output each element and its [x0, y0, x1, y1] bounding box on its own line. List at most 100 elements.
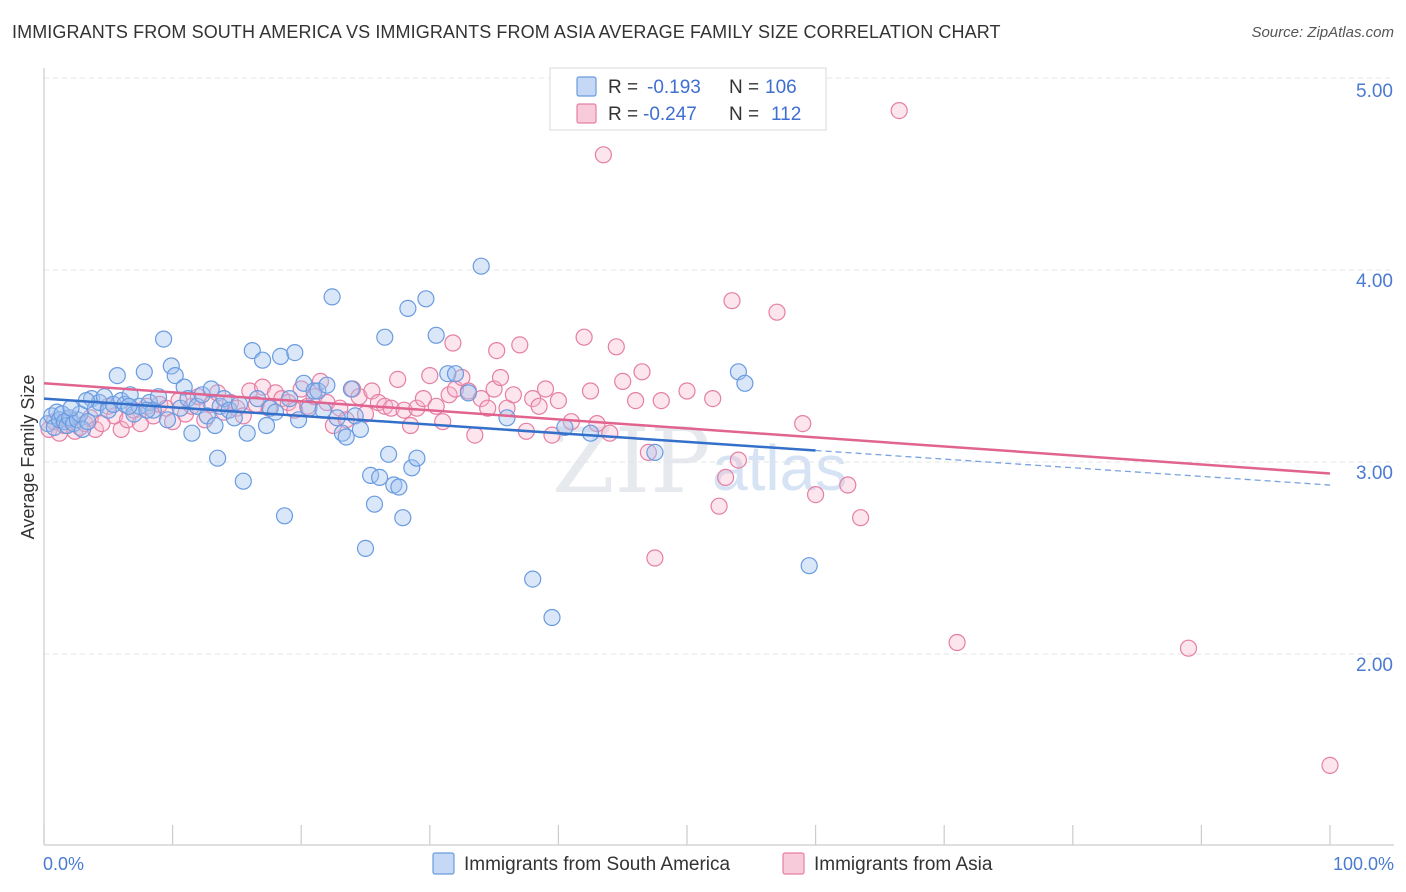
point-asia: [549, 392, 568, 410]
point-asia: [530, 397, 548, 415]
point-asia: [646, 549, 664, 567]
point-south-america: [376, 328, 394, 346]
point-south-america: [79, 413, 97, 431]
x-tick-label-max: 100.0%: [1333, 854, 1394, 874]
point-asia: [594, 146, 613, 164]
point-south-america: [158, 411, 177, 429]
point-asia: [414, 390, 432, 408]
point-asia: [678, 382, 696, 400]
point-south-america: [800, 557, 818, 575]
point-south-america: [202, 380, 220, 398]
point-south-america: [581, 424, 600, 442]
point-asia: [851, 509, 870, 527]
point-asia: [948, 633, 966, 652]
trend-line-asia: [43, 382, 1331, 475]
point-south-america: [417, 290, 435, 308]
point-asia: [729, 451, 748, 469]
point-asia: [440, 386, 458, 404]
point-asia: [768, 303, 786, 321]
point-south-america: [399, 299, 417, 317]
point-south-america: [318, 376, 336, 394]
point-asia: [112, 420, 130, 438]
point-asia: [614, 372, 632, 390]
point-asia: [652, 392, 670, 410]
stats-n-label-1: N =: [729, 77, 759, 98]
point-south-america: [543, 608, 561, 627]
point-asia: [839, 476, 857, 494]
point-south-america: [380, 445, 398, 463]
point-south-america: [394, 509, 412, 527]
point-south-america: [234, 472, 252, 490]
y-tick-label: 2.00: [1356, 655, 1393, 676]
point-south-america: [472, 257, 490, 275]
point-south-america: [646, 443, 664, 461]
point-south-america: [403, 459, 421, 477]
stats-swatch-south-america: [576, 76, 597, 97]
point-asia: [1179, 639, 1198, 657]
point-south-america: [266, 403, 285, 421]
point-south-america: [257, 416, 276, 435]
point-south-america: [351, 420, 369, 438]
point-asia: [488, 342, 506, 360]
y-axis-label: Average Family Size: [18, 375, 38, 540]
point-asia: [536, 380, 555, 398]
point-asia: [723, 292, 741, 310]
point-asia: [504, 386, 523, 404]
point-asia: [890, 101, 908, 120]
point-south-america: [309, 382, 327, 400]
stats-swatch-asia: [576, 103, 597, 124]
point-asia: [639, 443, 658, 461]
point-south-america: [166, 367, 184, 385]
point-asia: [1321, 756, 1339, 775]
stats-r-label-1: R =: [608, 77, 638, 98]
point-south-america: [446, 365, 465, 383]
x-axis-ticks: [43, 825, 1331, 845]
point-asia: [633, 363, 651, 381]
point-south-america: [342, 380, 360, 398]
point-asia: [607, 338, 625, 356]
point-south-america: [390, 478, 408, 496]
point-south-america: [155, 330, 173, 348]
point-asia: [444, 334, 462, 352]
point-south-america: [238, 424, 256, 442]
point-south-america: [337, 428, 355, 446]
point-south-america: [498, 409, 516, 427]
point-asia: [466, 426, 484, 444]
x-tick-label-min: 0.0%: [43, 854, 84, 874]
point-south-america: [281, 390, 299, 408]
point-asia: [491, 368, 510, 387]
point-asia: [511, 336, 529, 354]
point-asia: [543, 426, 561, 444]
point-south-america: [459, 384, 477, 402]
stats-r-label-2: R =: [608, 104, 638, 125]
point-south-america: [323, 288, 341, 306]
point-asia: [581, 382, 600, 400]
point-south-america: [272, 347, 290, 365]
point-asia: [626, 392, 645, 410]
point-south-america: [736, 374, 754, 392]
point-asia: [401, 416, 420, 435]
stats-r-value-1: -0.193: [647, 77, 701, 98]
gridlines: [44, 77, 1394, 655]
point-south-america: [275, 507, 294, 525]
legend-swatch-asia: [782, 852, 805, 875]
y-axis-tick-labels: 2.00 3.00 4.00 5.00: [1356, 81, 1393, 676]
legend: Immigrants from South America Immigrants…: [432, 852, 993, 875]
y-tick-label: 5.00: [1356, 81, 1393, 102]
legend-swatch-south-america: [432, 852, 455, 875]
trend-line-south-america: [43, 397, 816, 452]
point-asia: [601, 424, 619, 442]
point-south-america: [206, 416, 224, 435]
point-south-america: [209, 449, 227, 467]
point-asia: [806, 486, 825, 504]
trend-lines: [43, 382, 1331, 486]
point-south-america: [365, 495, 384, 513]
y-tick-label: 4.00: [1356, 271, 1393, 292]
point-south-america: [356, 539, 375, 558]
point-asia: [575, 328, 593, 346]
legend-label-south-america: Immigrants from South America: [464, 854, 731, 875]
watermark-atlas: atlas: [712, 432, 847, 504]
point-asia: [704, 390, 722, 408]
point-south-america: [427, 326, 445, 344]
